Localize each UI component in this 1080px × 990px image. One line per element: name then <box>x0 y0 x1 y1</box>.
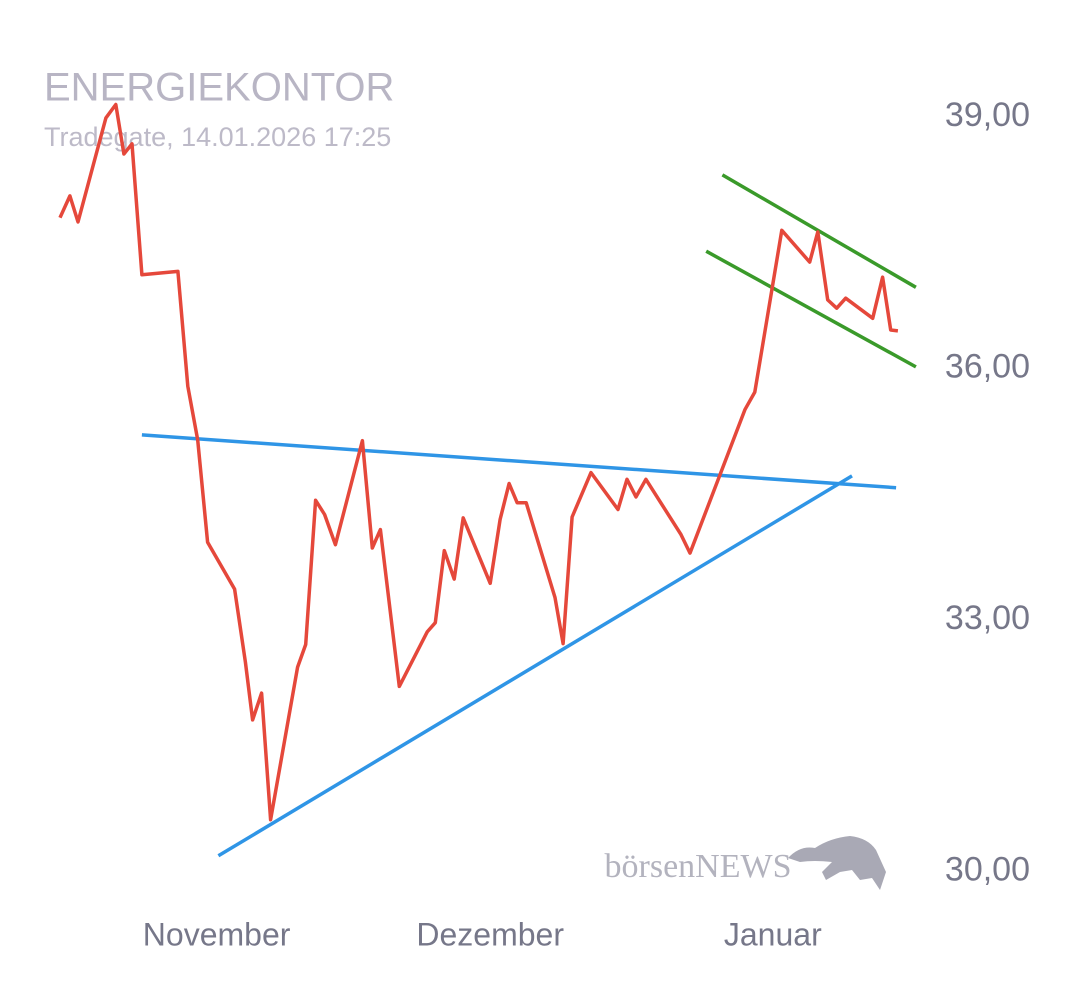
x-tick-label: Dezember <box>416 916 564 952</box>
trend-line <box>705 249 917 369</box>
bull-logo <box>788 836 886 890</box>
x-tick-label: November <box>143 916 291 952</box>
x-tick-label: Januar <box>724 916 822 952</box>
chart-title: ENERGIEKONTOR <box>44 66 394 110</box>
watermark: börsenNEWS <box>605 848 792 885</box>
price-line <box>58 102 899 822</box>
trend-line <box>217 474 853 858</box>
y-tick-label: 36,00 <box>945 348 1030 386</box>
chart-subtitle: Tradegate, 14.01.2026 17:25 <box>44 122 391 152</box>
y-tick-label: 33,00 <box>945 599 1030 637</box>
y-tick-label: 30,00 <box>945 851 1030 889</box>
trend-line <box>141 433 897 490</box>
y-tick-label: 39,00 <box>945 96 1030 134</box>
